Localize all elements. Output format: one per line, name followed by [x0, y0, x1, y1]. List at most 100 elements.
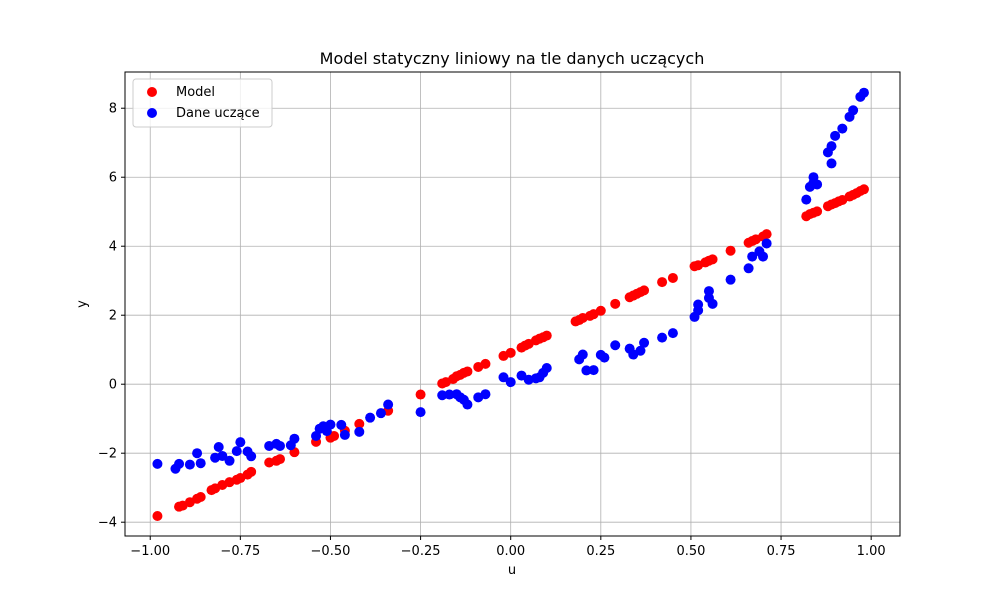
x-tick-label: 0.50 — [676, 544, 705, 559]
legend-label-dane-uczace: Dane uczące — [176, 106, 260, 121]
point-model — [354, 418, 365, 429]
y-axis-label: y — [75, 300, 90, 308]
point-dane-ucz-ce — [812, 179, 823, 190]
point-dane-ucz-ce — [826, 158, 837, 169]
point-dane-ucz-ce — [184, 459, 195, 470]
point-dane-ucz-ce — [192, 448, 203, 459]
legend-box — [132, 78, 273, 128]
legend: Model Dane uczące — [132, 78, 273, 128]
legend-marker-dane-uczace — [147, 108, 157, 118]
x-tick-label: −0.50 — [311, 544, 351, 559]
chart-title: Model statyczny liniowy na tle danych uc… — [320, 49, 705, 68]
point-dane-ucz-ce — [246, 451, 257, 462]
point-dane-ucz-ce — [581, 365, 592, 376]
grid-lines — [125, 72, 900, 536]
point-model — [858, 184, 869, 195]
point-dane-ucz-ce — [339, 429, 350, 440]
point-model — [246, 466, 257, 477]
point-dane-ucz-ce — [639, 337, 650, 348]
point-dane-ucz-ce — [480, 389, 491, 400]
point-dane-ucz-ce — [174, 458, 185, 469]
point-model — [275, 454, 285, 465]
x-tick-label: 0.75 — [767, 544, 796, 559]
legend-marker-model — [147, 87, 157, 97]
x-tick-label: −0.75 — [220, 544, 260, 559]
point-dane-ucz-ce — [837, 123, 848, 134]
y-tick-label: 6 — [109, 171, 117, 186]
point-dane-ucz-ce — [152, 458, 163, 469]
point-dane-ucz-ce — [383, 399, 394, 410]
point-dane-ucz-ce — [848, 105, 859, 116]
point-model — [667, 272, 678, 283]
y-axis-ticks: −4 −2 0 2 4 6 8 — [98, 102, 125, 531]
point-model — [195, 492, 206, 503]
point-dane-ucz-ce — [354, 426, 365, 437]
point-dane-ucz-ce — [667, 328, 678, 339]
point-dane-ucz-ce — [610, 340, 621, 351]
x-tick-label: 1.00 — [857, 544, 886, 559]
point-model — [639, 285, 650, 296]
point-dane-ucz-ce — [657, 332, 668, 343]
point-dane-ucz-ce — [858, 87, 869, 98]
point-dane-ucz-ce — [289, 433, 300, 444]
point-model — [329, 430, 340, 441]
point-model — [152, 510, 163, 521]
point-dane-ucz-ce — [336, 419, 347, 430]
x-tick-label: 0.00 — [496, 544, 525, 559]
point-dane-ucz-ce — [505, 377, 516, 388]
point-dane-ucz-ce — [213, 441, 224, 452]
point-dane-ucz-ce — [224, 455, 235, 466]
plot-area-frame — [124, 71, 901, 537]
point-model — [415, 389, 426, 400]
x-tick-label: −1.00 — [130, 544, 170, 559]
point-model — [505, 347, 516, 358]
point-dane-ucz-ce — [462, 399, 473, 410]
point-dane-ucz-ce — [577, 349, 588, 360]
point-dane-ucz-ce — [375, 408, 386, 419]
point-dane-ucz-ce — [761, 238, 772, 249]
point-dane-ucz-ce — [275, 440, 285, 451]
point-dane-ucz-ce — [235, 437, 246, 448]
point-dane-ucz-ce — [830, 130, 841, 141]
point-model — [462, 366, 473, 377]
point-dane-ucz-ce — [415, 407, 426, 418]
y-tick-label: 0 — [109, 378, 117, 393]
point-dane-ucz-ce — [758, 251, 769, 262]
point-model — [541, 330, 552, 341]
point-dane-ucz-ce — [541, 362, 552, 373]
point-dane-ucz-ce — [826, 141, 837, 152]
point-model — [707, 254, 718, 265]
point-dane-ucz-ce — [325, 419, 336, 430]
point-dane-ucz-ce — [703, 286, 714, 297]
point-dane-ucz-ce — [801, 194, 812, 205]
data-points — [152, 87, 869, 521]
point-model — [761, 229, 772, 240]
y-tick-label: 8 — [109, 102, 117, 117]
point-dane-ucz-ce — [217, 450, 228, 461]
point-model — [480, 358, 491, 369]
point-model — [610, 298, 621, 309]
x-tick-label: −0.25 — [401, 544, 441, 559]
legend-label-model: Model — [176, 85, 215, 100]
point-dane-ucz-ce — [498, 372, 509, 383]
point-dane-ucz-ce — [599, 352, 610, 363]
point-model — [812, 206, 823, 217]
point-model — [725, 245, 736, 256]
point-dane-ucz-ce — [444, 389, 455, 400]
y-tick-label: −2 — [98, 447, 117, 462]
point-dane-ucz-ce — [437, 390, 448, 401]
y-tick-label: 4 — [109, 240, 117, 255]
point-dane-ucz-ce — [747, 251, 758, 262]
point-dane-ucz-ce — [365, 412, 376, 423]
x-axis-label: u — [508, 563, 516, 578]
point-dane-ucz-ce — [231, 446, 242, 457]
point-dane-ucz-ce — [725, 274, 736, 285]
point-dane-ucz-ce — [588, 365, 599, 376]
point-dane-ucz-ce — [635, 345, 646, 356]
point-dane-ucz-ce — [195, 458, 206, 469]
point-dane-ucz-ce — [743, 263, 754, 274]
y-tick-label: −4 — [98, 516, 117, 531]
point-dane-ucz-ce — [707, 298, 718, 309]
point-model — [595, 305, 606, 316]
